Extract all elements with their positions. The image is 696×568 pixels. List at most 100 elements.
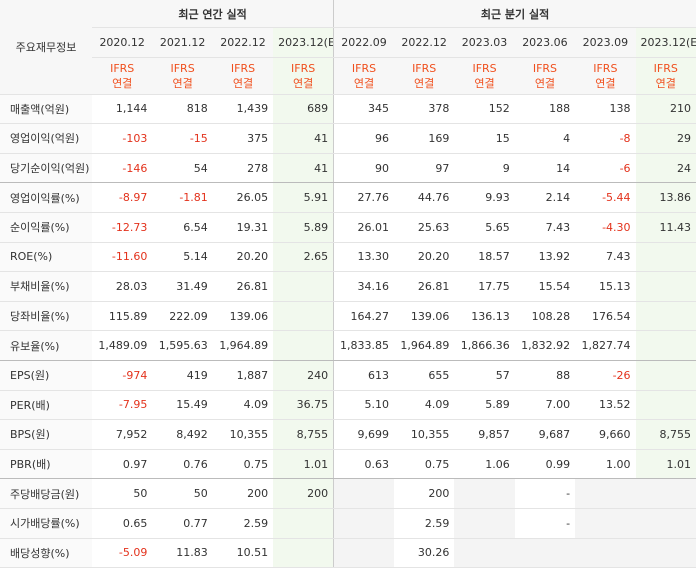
value-cell: 26.01	[333, 212, 394, 243]
value-cell	[454, 508, 515, 539]
row-label: 영업이익(억원)	[0, 123, 92, 154]
value-cell	[333, 478, 394, 509]
value-cell: 210	[635, 94, 696, 125]
data-row: 시가배당률(%) 0.65 0.77 2.59 2.59-	[0, 508, 696, 539]
value-cell: -7.95	[92, 390, 153, 421]
column-basis: IFRS 연결	[273, 57, 334, 95]
value-cell: 108.28	[514, 301, 576, 332]
row-label: 당좌비율(%)	[0, 301, 92, 332]
value-cell: 7.00	[514, 390, 576, 421]
value-cell: 1,964.89	[393, 330, 455, 361]
value-cell: -5.09	[92, 538, 153, 568]
column-date: 2023.06	[514, 27, 576, 58]
row-label: 배당성향(%)	[0, 538, 92, 568]
value-cell	[635, 330, 696, 361]
value-cell	[635, 390, 696, 421]
value-cell: 36.75	[273, 390, 334, 421]
row-label: 매출액(억원)	[0, 94, 92, 125]
value-cell: 5.89	[273, 212, 334, 243]
basis-line: 연결	[293, 76, 314, 90]
value-cell: 13.92	[514, 242, 576, 273]
corner-header: 주요재무정보	[0, 0, 92, 95]
value-cell: 345	[333, 94, 394, 125]
value-cell: 15.54	[514, 271, 576, 302]
value-cell: 1.06	[454, 449, 515, 480]
value-cell: 0.97	[92, 449, 153, 480]
column-date: 2023.12(E)	[273, 27, 334, 58]
column-date: 2022.12	[393, 27, 455, 58]
value-cell: -	[514, 478, 576, 509]
value-cell: -5.44	[575, 182, 636, 213]
row-label: 부채비율(%)	[0, 271, 92, 302]
column-basis: IFRS 연결	[92, 57, 153, 95]
value-cell: 41	[273, 153, 334, 184]
value-cell	[333, 508, 394, 539]
value-cell: 90	[333, 153, 394, 184]
value-cell: 13.52	[575, 390, 636, 421]
group-header: 최근 분기 실적	[333, 0, 696, 28]
column-basis: IFRS 연결	[514, 57, 576, 95]
value-cell	[514, 538, 576, 568]
value-cell: 9,660	[575, 419, 636, 450]
value-cell: 0.63	[333, 449, 394, 480]
value-cell: 11.83	[152, 538, 213, 568]
value-cell: 10,355	[393, 419, 455, 450]
value-cell: 7.43	[514, 212, 576, 243]
value-cell: 169	[393, 123, 455, 154]
value-cell: -974	[92, 360, 153, 391]
value-cell: 818	[152, 94, 213, 125]
data-row: 주당배당금(원) 50 50 200 200 200-	[0, 478, 696, 509]
value-cell	[333, 538, 394, 568]
value-cell: 0.99	[514, 449, 576, 480]
column-date: 2023.12(E)	[635, 27, 696, 58]
value-cell: 375	[212, 123, 274, 154]
value-cell: 50	[92, 478, 153, 509]
value-cell: 97	[393, 153, 455, 184]
data-row: 영업이익(억원) -103 -15 375 41 96 169 15 4 -8 29	[0, 123, 696, 154]
value-cell: 1,887	[212, 360, 274, 391]
value-cell: 8,755	[273, 419, 334, 450]
value-cell	[273, 271, 334, 302]
data-row: 배당성향(%) -5.09 11.83 10.51 30.26	[0, 538, 696, 568]
value-cell: 613	[333, 360, 394, 391]
data-row: 매출액(억원) 1,144 818 1,439 689 345 378 152 188 138 21…	[0, 94, 696, 125]
basis-line: IFRS	[593, 61, 618, 75]
value-cell: 0.75	[212, 449, 274, 480]
basis-line: IFRS	[230, 61, 256, 75]
value-cell: 222.09	[152, 301, 213, 332]
value-cell: 1,964.89	[212, 330, 274, 361]
value-cell: 5.65	[454, 212, 515, 243]
value-cell: 14	[514, 153, 576, 184]
basis-line: IFRS	[472, 61, 497, 75]
value-cell: 200	[273, 478, 334, 509]
date-row: 2020.12 2021.12 2022.12 2023.12(E) 2022.09 20…	[0, 27, 696, 58]
value-cell: 50	[152, 478, 213, 509]
value-cell: 4.09	[212, 390, 274, 421]
value-cell: 9,857	[454, 419, 515, 450]
value-cell	[454, 538, 515, 568]
value-cell	[273, 330, 334, 361]
value-cell	[635, 271, 696, 302]
value-cell: 6.54	[152, 212, 213, 243]
value-cell: -146	[92, 153, 153, 184]
row-label: 주당배당금(원)	[0, 478, 92, 509]
value-cell: 54	[152, 153, 213, 184]
value-cell: 17.75	[454, 271, 515, 302]
value-cell	[273, 538, 334, 568]
value-cell: 9.93	[454, 182, 515, 213]
value-cell: 1,144	[92, 94, 153, 125]
value-cell: 200	[212, 478, 274, 509]
value-cell: 15.49	[152, 390, 213, 421]
basis-row: IFRS 연결 IFRS 연결 IFRS 연결 IFRS 연결 IFRS 연결 IFRS 연결 IFRS…	[0, 57, 696, 95]
data-row: EPS(원) -974 419 1,887 240 613 655 57 88 -26	[0, 360, 696, 391]
basis-line: 연결	[353, 76, 375, 90]
value-cell: 11.43	[635, 212, 696, 243]
value-cell	[454, 478, 515, 509]
basis-line: 연결	[414, 76, 435, 90]
value-cell: 5.89	[454, 390, 515, 421]
row-label: PBR(배)	[0, 449, 92, 480]
value-cell: 13.30	[333, 242, 394, 273]
value-cell: 176.54	[575, 301, 636, 332]
value-cell: 4	[514, 123, 576, 154]
